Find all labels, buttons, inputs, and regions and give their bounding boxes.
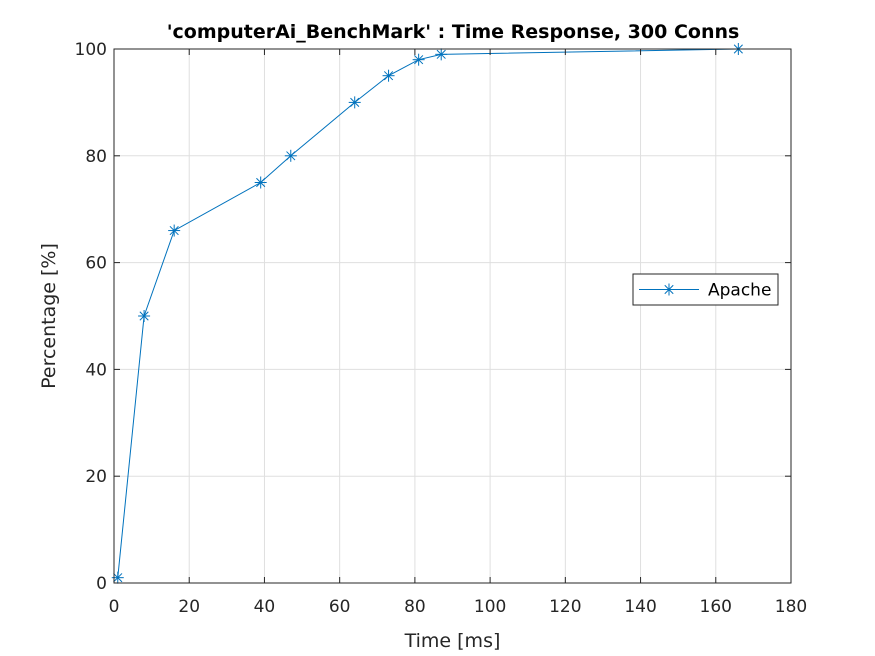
y-tick-label: 0	[96, 574, 107, 594]
tick-labels: 0 20 40 60 80 100 120 140 160 180 0 20 40 60 80 100	[75, 40, 808, 617]
y-axis-label: Percentage [%]	[38, 243, 60, 389]
data-point	[284, 149, 297, 162]
data-point	[348, 96, 361, 109]
y-tick-label: 80	[85, 147, 107, 167]
marker-stroke	[350, 97, 360, 107]
data-point	[138, 310, 151, 322]
chart-title: 'computerAi_BenchMark' : Time Response, …	[167, 21, 740, 43]
x-tick-label: 160	[700, 597, 732, 617]
ticks	[113, 48, 792, 584]
x-tick-label: 120	[549, 597, 581, 617]
x-tick-label: 180	[775, 597, 807, 617]
data-point	[435, 48, 448, 61]
marker-stroke	[113, 573, 123, 583]
marker-stroke	[436, 49, 446, 59]
data-point	[168, 224, 181, 237]
legend-marker-asterisk	[663, 283, 675, 296]
marker-stroke	[414, 55, 424, 65]
plot-area	[114, 49, 791, 583]
y-tick-label: 20	[85, 467, 107, 487]
x-tick-label: 0	[109, 597, 120, 617]
marker-stroke	[286, 151, 296, 161]
x-tick-label: 60	[329, 597, 351, 617]
y-tick-label: 60	[85, 254, 107, 274]
y-tick-label: 40	[85, 360, 107, 380]
marker-stroke	[256, 177, 266, 188]
x-axis-label: Time [ms]	[404, 630, 501, 652]
data-point	[412, 53, 425, 66]
x-tick-label: 100	[474, 597, 506, 617]
x-tick-label: 20	[178, 597, 200, 617]
x-tick-label: 40	[254, 597, 276, 617]
data-point	[382, 69, 395, 82]
marker-stroke	[139, 311, 149, 321]
plot-border	[113, 48, 792, 584]
x-tick-label: 80	[404, 597, 426, 617]
marker-stroke	[383, 71, 394, 81]
legend-marker	[663, 283, 675, 296]
data-point	[254, 176, 267, 189]
marker-stroke	[169, 225, 179, 236]
series-layer	[111, 43, 745, 584]
x-tick-label: 140	[624, 597, 656, 617]
y-tick-label: 100	[75, 40, 107, 60]
legend-entry-label: Apache	[708, 281, 771, 301]
marker-stroke	[664, 284, 674, 295]
series-line-0	[117, 48, 739, 578]
legend[interactable]: Apache	[632, 273, 779, 306]
